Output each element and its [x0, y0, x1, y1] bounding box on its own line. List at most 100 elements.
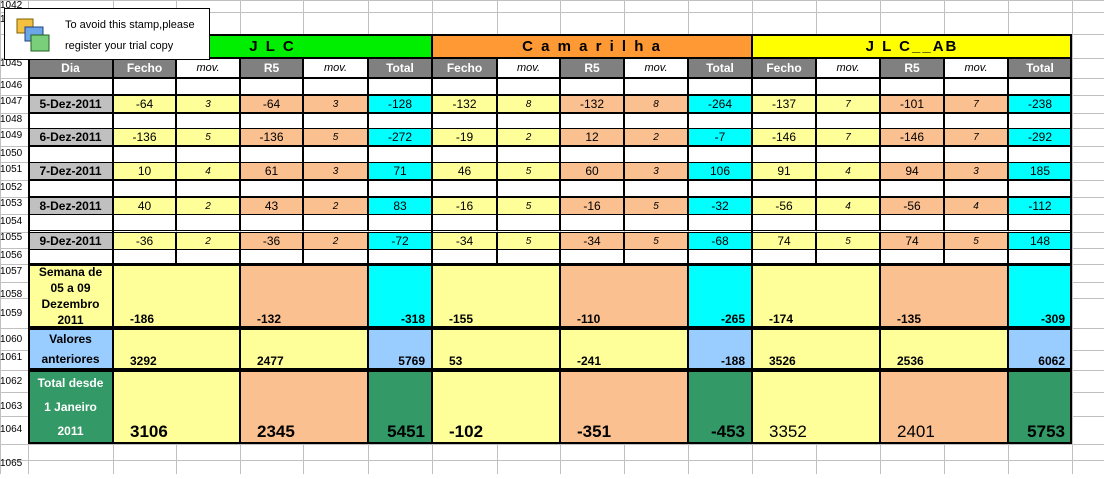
row-number[interactable]: 1054 — [0, 216, 23, 227]
blank-cell[interactable] — [303, 78, 368, 95]
mov-value[interactable]: 5 — [944, 232, 1008, 250]
value-cell[interactable]: 106 — [688, 162, 752, 180]
blank-cell[interactable] — [560, 248, 624, 264]
blank-cell[interactable] — [176, 180, 240, 197]
value-cell[interactable]: 12 — [560, 128, 624, 146]
blank-cell[interactable] — [368, 214, 432, 231]
mov-value[interactable]: 5 — [497, 162, 560, 180]
blank-cell[interactable] — [28, 146, 113, 163]
day-label[interactable]: 6-Dez-2011 — [28, 128, 113, 146]
blank-cell[interactable] — [752, 180, 816, 197]
blank-cell[interactable] — [624, 180, 688, 197]
blank-cell[interactable] — [1008, 78, 1072, 95]
value-cell[interactable]: -32 — [688, 197, 752, 215]
group-title[interactable]: C a m a r i l h a — [432, 34, 752, 58]
mov-value[interactable]: 7 — [816, 128, 880, 146]
value-cell[interactable]: -238 — [1008, 95, 1072, 113]
mov-value[interactable]: 5 — [497, 232, 560, 250]
blank-cell[interactable] — [497, 248, 560, 264]
value-cell[interactable]: -68 — [688, 232, 752, 250]
value-cell[interactable]: -264 — [688, 95, 752, 113]
week-summary-value[interactable]: -174 — [752, 264, 880, 328]
mov-value[interactable]: 8 — [624, 95, 688, 113]
value-cell[interactable]: -136 — [240, 128, 303, 146]
day-label[interactable]: 9-Dez-2011 — [28, 232, 113, 250]
row-number[interactable]: 1059 — [0, 308, 23, 319]
year-total-value[interactable]: -453 — [688, 370, 752, 444]
mov-value[interactable]: 7 — [816, 95, 880, 113]
blank-cell[interactable] — [303, 214, 368, 231]
row-number[interactable]: 1046 — [0, 80, 23, 91]
value-cell[interactable]: -36 — [240, 232, 303, 250]
blank-cell[interactable] — [816, 180, 880, 197]
blank-cell[interactable] — [944, 78, 1008, 95]
mov-value[interactable]: 8 — [497, 95, 560, 113]
mov-value[interactable]: 2 — [497, 128, 560, 146]
blank-cell[interactable] — [880, 78, 944, 95]
blank-cell[interactable] — [28, 248, 113, 264]
year-total-value[interactable]: 5753 — [1008, 370, 1072, 444]
mov-value[interactable]: 5 — [303, 128, 368, 146]
blank-cell[interactable] — [240, 146, 303, 163]
mov-value[interactable]: 4 — [816, 162, 880, 180]
value-cell[interactable]: 43 — [240, 197, 303, 215]
mov-value[interactable]: 2 — [624, 128, 688, 146]
row-number[interactable]: 1061 — [0, 352, 23, 363]
value-cell[interactable]: 91 — [752, 162, 816, 180]
row-number[interactable]: 1064 — [0, 424, 23, 435]
column-header[interactable]: mov. — [816, 58, 880, 78]
column-header[interactable]: mov. — [944, 58, 1008, 78]
column-header[interactable]: mov. — [624, 58, 688, 78]
row-number[interactable]: 1051 — [0, 164, 23, 175]
blank-cell[interactable] — [560, 214, 624, 231]
mov-value[interactable]: 3 — [303, 95, 368, 113]
blank-cell[interactable] — [1008, 146, 1072, 163]
blank-cell[interactable] — [368, 180, 432, 197]
value-cell[interactable]: 46 — [432, 162, 497, 180]
mov-value[interactable]: 5 — [624, 232, 688, 250]
value-cell[interactable]: -132 — [560, 95, 624, 113]
blank-cell[interactable] — [816, 78, 880, 95]
blank-cell[interactable] — [560, 146, 624, 163]
row-number[interactable]: 1053 — [0, 198, 23, 209]
value-cell[interactable]: 148 — [1008, 232, 1072, 250]
blank-cell[interactable] — [752, 214, 816, 231]
blank-cell[interactable] — [944, 214, 1008, 231]
blank-cell[interactable] — [497, 78, 560, 95]
previous-values-value[interactable]: -188 — [688, 328, 752, 370]
blank-cell[interactable] — [432, 248, 497, 264]
year-total-value[interactable]: 2401 — [880, 370, 1008, 444]
previous-values-value[interactable]: 2536 — [880, 328, 1008, 370]
mov-value[interactable]: 5 — [497, 197, 560, 215]
value-cell[interactable]: -36 — [113, 232, 176, 250]
value-cell[interactable]: -56 — [752, 197, 816, 215]
mov-value[interactable]: 4 — [816, 197, 880, 215]
column-header[interactable]: Total — [688, 58, 752, 78]
value-cell[interactable]: -128 — [368, 95, 432, 113]
row-number[interactable]: 1047 — [0, 96, 23, 107]
blank-cell[interactable] — [432, 214, 497, 231]
row-number[interactable]: 1058 — [0, 289, 23, 300]
value-cell[interactable]: -64 — [113, 95, 176, 113]
blank-cell[interactable] — [240, 214, 303, 231]
column-header[interactable]: R5 — [560, 58, 624, 78]
mov-value[interactable]: 7 — [944, 128, 1008, 146]
mov-value[interactable]: 7 — [944, 95, 1008, 113]
mov-value[interactable]: 2 — [303, 232, 368, 250]
row-number[interactable]: 1052 — [0, 182, 23, 193]
group-title[interactable]: J L C__AB — [752, 34, 1072, 58]
blank-cell[interactable] — [28, 180, 113, 197]
blank-cell[interactable] — [432, 78, 497, 95]
blank-cell[interactable] — [28, 78, 113, 95]
blank-cell[interactable] — [113, 146, 176, 163]
blank-cell[interactable] — [432, 180, 497, 197]
blank-cell[interactable] — [688, 180, 752, 197]
row-number[interactable]: 1045 — [0, 58, 23, 69]
blank-cell[interactable] — [560, 78, 624, 95]
column-header[interactable]: Fecho — [432, 58, 497, 78]
row-number[interactable]: 1062 — [0, 376, 23, 387]
blank-cell[interactable] — [497, 146, 560, 163]
blank-cell[interactable] — [752, 248, 816, 264]
week-summary-value[interactable]: -309 — [1008, 264, 1072, 328]
blank-cell[interactable] — [240, 180, 303, 197]
